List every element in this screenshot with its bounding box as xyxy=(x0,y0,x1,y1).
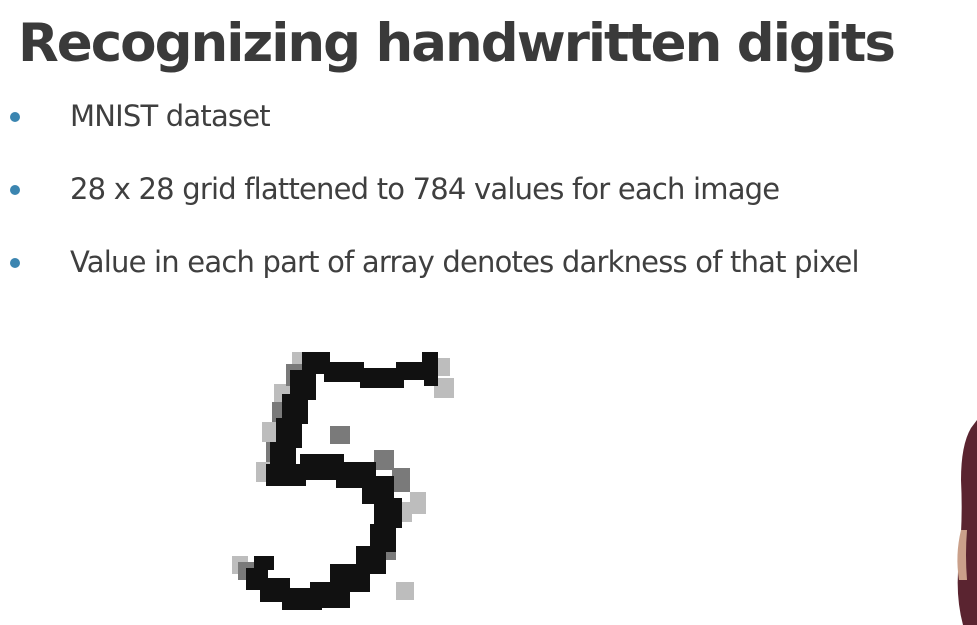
slide-title: Recognizing handwritten digits xyxy=(18,13,896,74)
bullet-dot-icon xyxy=(10,112,20,122)
bullet-dot-icon xyxy=(10,258,20,268)
bullet-dot-icon xyxy=(10,185,20,195)
presenter-figure xyxy=(957,420,977,625)
bullet-text: MNIST dataset xyxy=(70,99,271,133)
bullet-text: Value in each part of array denotes dark… xyxy=(70,245,860,279)
handwritten-digit-5-icon xyxy=(232,352,454,610)
bullet-text: 28 x 28 grid flattened to 784 values for… xyxy=(70,172,780,206)
